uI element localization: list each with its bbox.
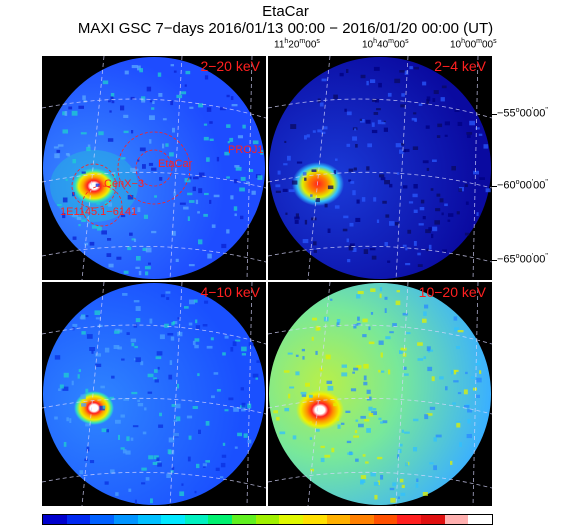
dec-tick: [492, 186, 497, 187]
source-label-proj1: PROJ1: [228, 144, 264, 156]
bright-source: [74, 391, 114, 425]
color-swatch: [326, 515, 351, 524]
coordinate-grid: [42, 282, 266, 506]
dec-seconds: 00: [533, 107, 546, 120]
dec-seconds: 00: [533, 253, 546, 266]
ra-hours: 10: [362, 39, 374, 51]
color-swatch: [43, 515, 67, 524]
color-swatch: [66, 515, 91, 524]
source-label-etacar: EtaCar: [158, 158, 193, 170]
sky-map-image: [268, 56, 492, 280]
source-label-1e1145: 1E1145.1−6141: [60, 206, 138, 218]
energy-band-label: 2−20 keV: [200, 58, 260, 74]
color-swatch: [421, 515, 445, 524]
ra-seconds: 00: [482, 39, 494, 51]
ra-minutes: 20: [288, 39, 300, 51]
plot-subtitle: MAXI GSC 7−days 2016/01/13 00:00 − 2016/…: [77, 20, 494, 37]
dec-label: −55o00'00": [497, 107, 548, 120]
energy-band-label: 2−4 keV: [434, 58, 486, 74]
coordinate-grid: [268, 282, 492, 506]
color-swatch: [373, 515, 398, 524]
dec-tick: [492, 260, 497, 261]
dec-minutes: 00: [519, 179, 532, 192]
plot-title: EtaCar: [262, 3, 309, 20]
ra-label: 10h40m00s: [362, 38, 409, 51]
sky-map-image: [268, 282, 492, 506]
color-swatch: [113, 515, 138, 524]
dec-minutes: 00: [519, 107, 532, 120]
ra-label: 10h00m00s: [450, 38, 497, 51]
energy-band-label: 10−20 keV: [418, 284, 486, 300]
dec-label: −60o00'00": [497, 179, 548, 192]
ra-label: 11h20m00s: [274, 38, 320, 51]
color-swatch: [208, 515, 232, 524]
color-swatch: [232, 515, 256, 524]
ra-minutes: 00: [465, 39, 477, 51]
field-of-view: [43, 283, 265, 505]
source-label-cenx3: CenX−3: [104, 178, 145, 190]
color-swatch: [468, 515, 492, 524]
bright-source: [296, 390, 344, 430]
color-swatch: [302, 515, 327, 524]
coordinate-grid: [42, 56, 266, 280]
dec-seconds: 00: [533, 179, 546, 192]
color-swatch: [279, 515, 303, 524]
energy-band-label: 4−10 keV: [200, 284, 260, 300]
dec-minutes: 00: [519, 253, 532, 266]
dec-degrees: −55: [497, 107, 516, 120]
ra-seconds: 00: [394, 39, 406, 51]
color-scale-bar: [42, 514, 493, 525]
color-swatch: [397, 515, 421, 524]
dec-label: −65o00'00": [497, 253, 548, 266]
source-regions: [71, 131, 191, 227]
noise-speckles: [275, 66, 491, 267]
sky-map-panel-10-20kev: 10−20 keV: [268, 282, 492, 506]
color-swatch: [444, 515, 469, 524]
noise-speckles: [273, 287, 482, 503]
coordinate-grid: [268, 56, 492, 280]
color-swatch: [184, 515, 209, 524]
sky-map-panel-2-20kev: 2−20 keV EtaCar CenX−3 1E1145.1−6141 PRO…: [42, 56, 266, 280]
ra-minutes: 40: [377, 39, 389, 51]
dec-tick: [492, 114, 497, 115]
dec-degrees: −60: [497, 179, 516, 192]
sky-map-image: [42, 282, 266, 506]
dec-degrees: −65: [497, 253, 516, 266]
ra-hours: 11: [274, 39, 285, 51]
color-swatch: [350, 515, 374, 524]
color-swatch: [255, 515, 280, 524]
color-swatch: [137, 515, 162, 524]
color-swatch: [90, 515, 114, 524]
ra-seconds: 00: [305, 39, 317, 51]
sky-map-panel-4-10kev: 4−10 keV: [42, 282, 266, 506]
bright-source: [72, 168, 116, 204]
color-swatch: [161, 515, 185, 524]
sky-map-image: [42, 56, 266, 280]
ra-hours: 10: [450, 39, 462, 51]
noise-speckles: [54, 291, 260, 504]
noise-speckles: [53, 64, 264, 276]
sky-map-panel-2-4kev: 2−4 keV: [268, 56, 492, 280]
